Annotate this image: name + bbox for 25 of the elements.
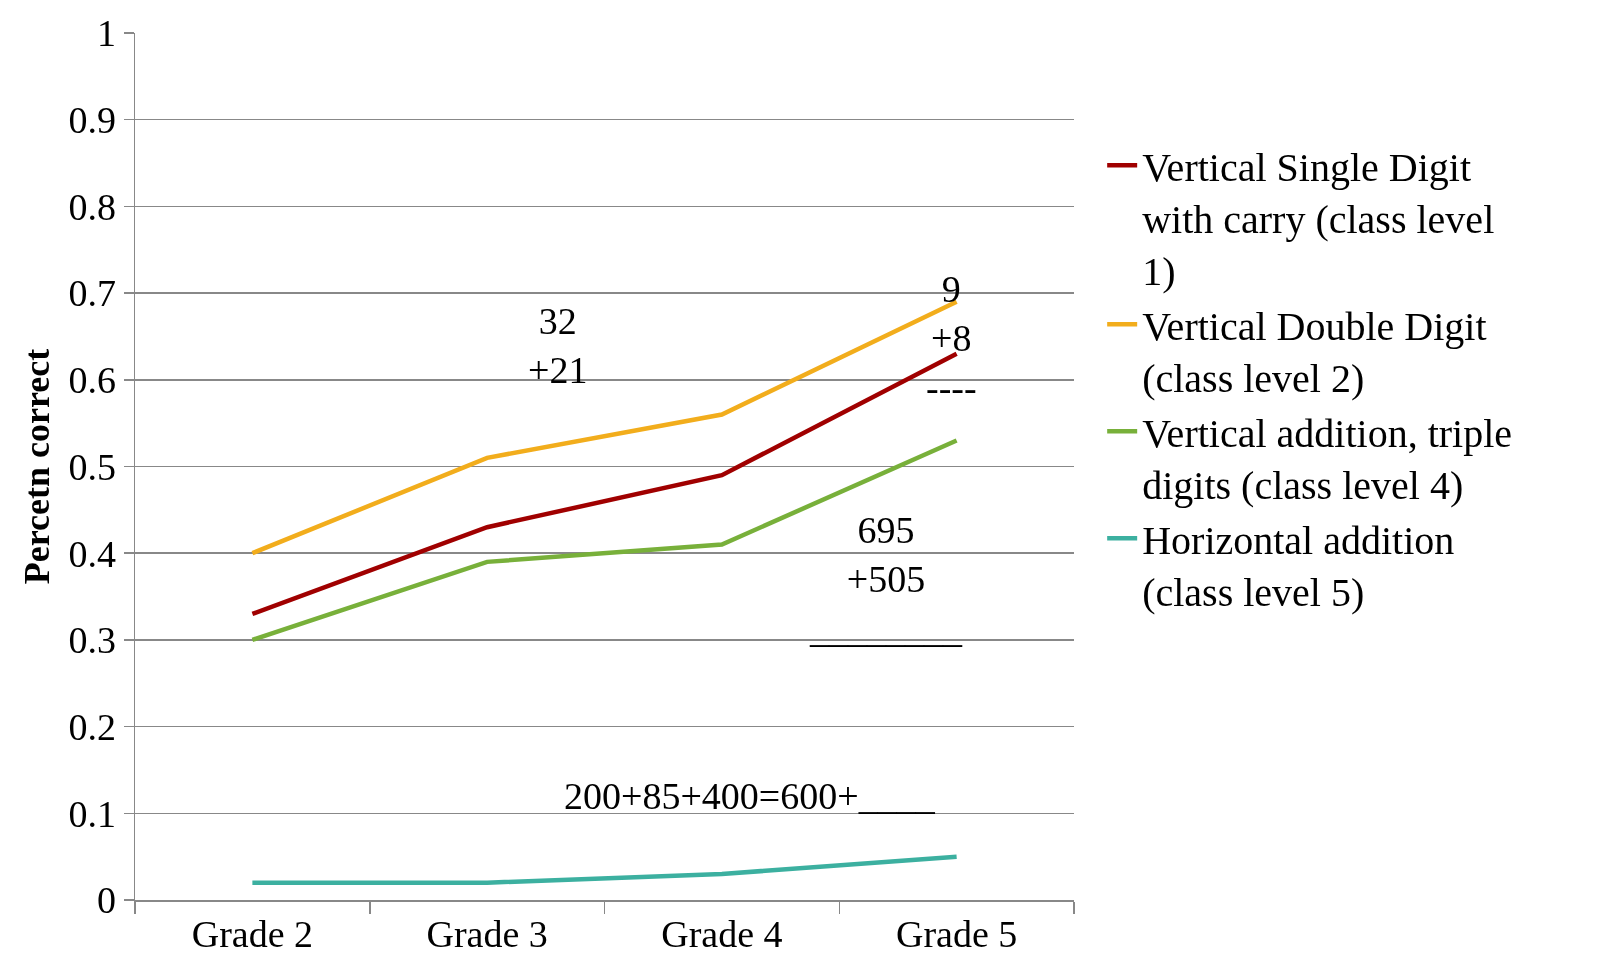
legend-label: Horizontal addition (class level 5)	[1142, 517, 1455, 615]
y-tick-label: 0.8	[68, 185, 116, 228]
y-tick-label: 0.1	[68, 792, 116, 835]
annotation: 9 +8 ----	[926, 268, 977, 409]
x-tick-label: Grade 5	[895, 913, 1018, 956]
legend-label: Vertical Single Digit with carry (class level 1)	[1142, 144, 1495, 294]
y-tick-label: 0.2	[68, 705, 116, 748]
y-tick-label: 0	[96, 879, 116, 922]
x-tick-label: Grade 2	[191, 913, 314, 956]
legend-label: Vertical addition, triple digits (class level 4)	[1142, 410, 1513, 508]
y-tick-label: 0.3	[68, 619, 116, 662]
line-series	[250, 438, 959, 643]
y-tick-label: 0.7	[68, 272, 116, 315]
y-tick-label: 0.4	[68, 532, 116, 575]
y-tick-label: 1	[96, 12, 116, 55]
x-tick-label: Grade 4	[661, 913, 783, 956]
annotation: 32 +21	[528, 300, 588, 392]
y-tick-label: 0.5	[68, 445, 116, 488]
y-tick-label: 0.6	[68, 359, 116, 402]
y-axis-title: Percetn correct	[16, 348, 57, 585]
x-tick-label: Grade 3	[426, 913, 548, 956]
y-tick-label: 0.9	[68, 99, 116, 141]
annotation: 695 +505 ________	[809, 509, 963, 650]
annotation: 200+85+400=600+____	[564, 775, 936, 817]
legend-label: Vertical Double Digit (class level 2)	[1142, 303, 1487, 401]
